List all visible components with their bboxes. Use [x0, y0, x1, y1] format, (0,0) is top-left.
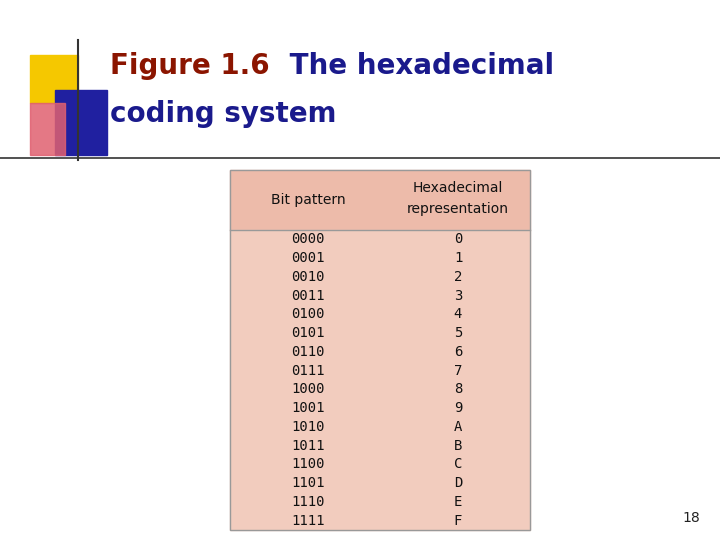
- Text: Bit pattern: Bit pattern: [271, 193, 346, 207]
- Text: 6: 6: [454, 345, 462, 359]
- Text: representation: representation: [407, 202, 509, 216]
- Text: 0010: 0010: [292, 270, 325, 284]
- Text: D: D: [454, 476, 462, 490]
- Text: 0100: 0100: [292, 307, 325, 321]
- Text: 1001: 1001: [292, 401, 325, 415]
- Text: 1011: 1011: [292, 438, 325, 453]
- Text: 18: 18: [683, 511, 700, 525]
- Text: 3: 3: [454, 288, 462, 302]
- Text: 7: 7: [454, 363, 462, 377]
- Text: 9: 9: [454, 401, 462, 415]
- Bar: [30, 103, 65, 155]
- Text: Hexadecimal: Hexadecimal: [413, 181, 503, 195]
- Bar: [230, 170, 530, 230]
- Bar: [230, 170, 530, 530]
- Bar: [30, 55, 78, 103]
- Text: 1111: 1111: [292, 514, 325, 528]
- Text: The hexadecimal: The hexadecimal: [280, 52, 554, 80]
- Text: 2: 2: [454, 270, 462, 284]
- Text: 0: 0: [454, 232, 462, 246]
- Text: 0000: 0000: [292, 232, 325, 246]
- Text: Figure 1.6: Figure 1.6: [110, 52, 269, 80]
- Text: coding system: coding system: [110, 100, 336, 128]
- Bar: [230, 230, 530, 530]
- Text: 8: 8: [454, 382, 462, 396]
- Text: C: C: [454, 457, 462, 471]
- Text: 4: 4: [454, 307, 462, 321]
- Text: 1110: 1110: [292, 495, 325, 509]
- Text: 0001: 0001: [292, 251, 325, 265]
- Text: A: A: [454, 420, 462, 434]
- Text: F: F: [454, 514, 462, 528]
- Text: 0111: 0111: [292, 363, 325, 377]
- Text: 1010: 1010: [292, 420, 325, 434]
- Text: 1100: 1100: [292, 457, 325, 471]
- Text: 1000: 1000: [292, 382, 325, 396]
- Text: 0101: 0101: [292, 326, 325, 340]
- Text: E: E: [454, 495, 462, 509]
- Text: 5: 5: [454, 326, 462, 340]
- Text: 1101: 1101: [292, 476, 325, 490]
- Text: 1: 1: [454, 251, 462, 265]
- Text: 0011: 0011: [292, 288, 325, 302]
- Text: 0110: 0110: [292, 345, 325, 359]
- Text: B: B: [454, 438, 462, 453]
- Bar: [55, 90, 107, 155]
